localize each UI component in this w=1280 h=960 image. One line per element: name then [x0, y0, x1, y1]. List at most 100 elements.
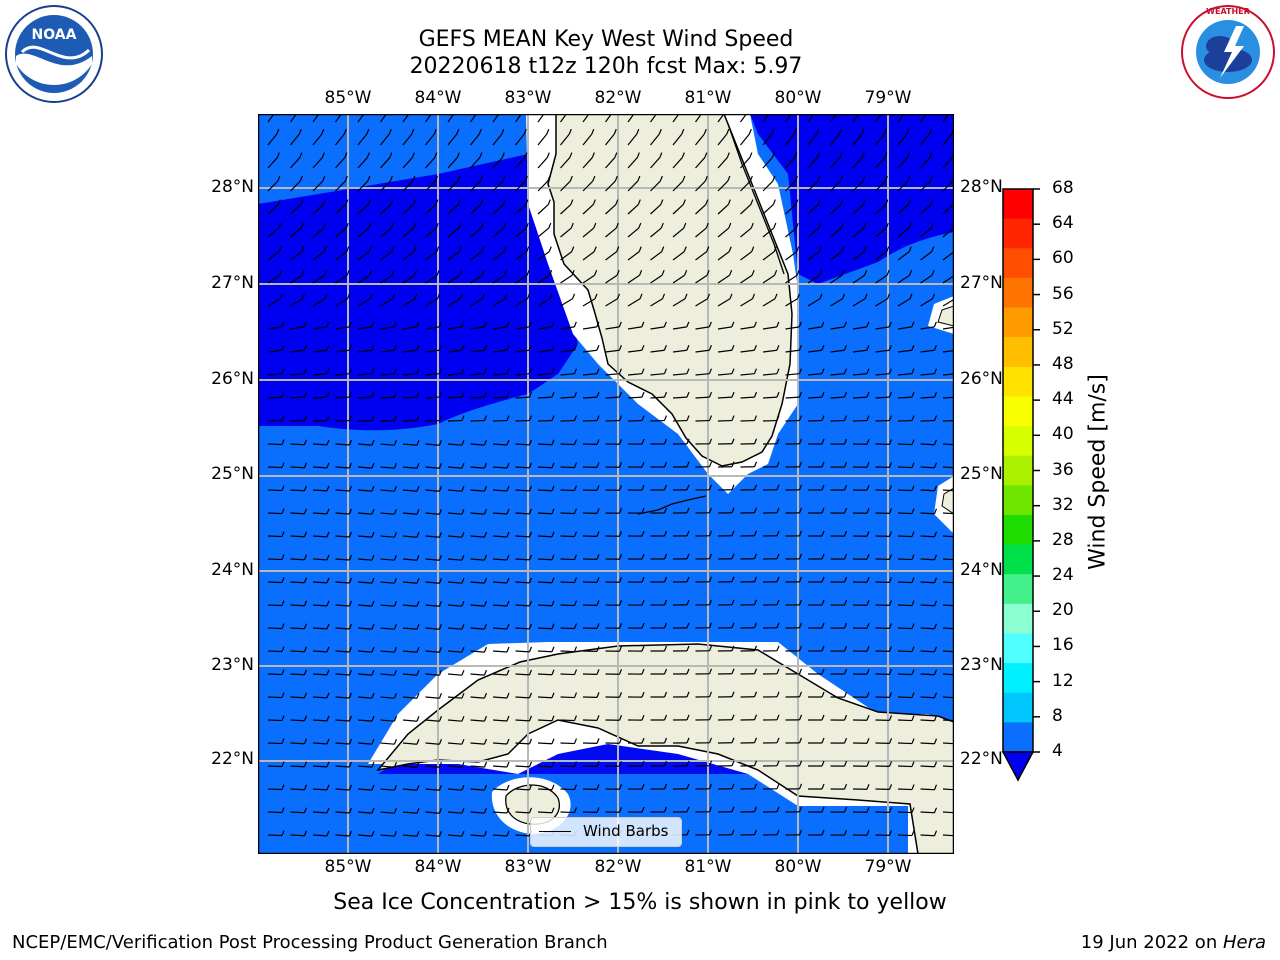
- wind-barb: [560, 742, 575, 745]
- wind-barb-flag: [506, 415, 510, 421]
- wind-barb-flag: [461, 554, 465, 561]
- wind-barb-flag: [371, 531, 375, 538]
- lat-label-left: 24°N: [211, 560, 254, 580]
- wind-barb-flag: [548, 246, 552, 252]
- wind-barb-flag: [457, 199, 461, 205]
- wind-barb-flag: [281, 669, 285, 675]
- wind-barb-flag: [885, 222, 889, 229]
- wind-barb-flag: [798, 668, 803, 675]
- wind-barb-flag: [573, 807, 578, 813]
- wind-barb-flag: [794, 152, 798, 158]
- wind-barb-flag: [821, 760, 825, 767]
- wind-barb-flag: [591, 152, 595, 158]
- wind-barb-flag: [277, 175, 281, 182]
- lon-label-top: 80°W: [774, 88, 822, 108]
- wind-barb: [492, 227, 505, 238]
- colorbar-tick-label: 68: [1052, 178, 1074, 198]
- lat-label-right: 22°N: [960, 749, 1003, 769]
- wind-barb-flag: [866, 761, 870, 767]
- wind-barb: [762, 298, 776, 307]
- wind-barb: [785, 326, 800, 330]
- wind-barb: [470, 535, 485, 538]
- wind-barb-flag: [636, 128, 640, 135]
- wind-barb: [942, 811, 954, 814]
- wind-barb-flag: [818, 246, 822, 252]
- wind-barb-flag: [933, 830, 938, 836]
- wind-barb-flag: [618, 391, 623, 398]
- wind-barb-flag: [748, 128, 752, 135]
- wind-barb-flag: [438, 439, 443, 446]
- wind-barb-flag: [686, 391, 690, 398]
- wind-barb: [470, 489, 485, 492]
- wind-barb-flag: [506, 321, 510, 328]
- wind-barb-flag: [371, 600, 375, 607]
- wind-barb-flag: [438, 830, 443, 837]
- wind-barb: [402, 512, 417, 515]
- wind-barb-flag: [506, 807, 510, 814]
- wind-barb-flag: [866, 462, 870, 468]
- wind-barb-flag: [888, 391, 893, 398]
- wind-barb: [290, 834, 305, 837]
- wind-barb-flag: [798, 760, 803, 767]
- wind-barb-flag: [866, 807, 870, 813]
- wind-barb: [312, 558, 328, 561]
- wind-barb: [785, 180, 796, 192]
- wind-barb: [335, 535, 350, 538]
- wind-barb-flag: [731, 622, 735, 628]
- wind-barb-flag: [866, 669, 870, 675]
- wind-barb: [582, 157, 593, 169]
- wind-barb-flag: [326, 807, 330, 814]
- wind-barb-flag: [594, 269, 598, 276]
- wind-barb-flag: [528, 738, 533, 745]
- wind-barb-flag: [839, 175, 843, 182]
- wind-barb: [920, 512, 935, 515]
- colorbar-segment: [1003, 366, 1033, 398]
- wind-barb: [560, 204, 572, 215]
- wind-barb-flag: [911, 485, 915, 491]
- wind-barb-flag: [928, 128, 932, 135]
- wind-barb-flag: [821, 599, 825, 606]
- wind-barb-flag: [326, 715, 330, 722]
- wind-barb-flag: [618, 415, 623, 421]
- wind-barb-flag: [281, 738, 285, 744]
- wind-barb-flag: [596, 345, 600, 351]
- wind-barb: [920, 558, 935, 561]
- footer-date-text: 19 Jun 2022 on: [1080, 932, 1223, 953]
- wind-barb: [560, 765, 575, 768]
- wind-barb-flag: [888, 646, 893, 652]
- lat-label-right: 24°N: [960, 560, 1003, 580]
- wind-barb: [312, 114, 320, 123]
- wind-barb: [380, 673, 395, 676]
- wind-barb-flag: [888, 761, 893, 767]
- wind-barb-flag: [551, 485, 555, 491]
- wind-barb-flag: [930, 199, 934, 205]
- wind-barb: [920, 227, 932, 238]
- wind-barb-flag: [526, 293, 531, 300]
- wind-barb-flag: [731, 530, 735, 536]
- wind-barb: [425, 742, 440, 745]
- chart-subtitle: 20220618 t12z 120h fcst Max: 5.97: [409, 54, 803, 79]
- wind-barb: [425, 204, 437, 215]
- wind-barb-flag: [821, 484, 825, 491]
- wind-barb-flag: [434, 152, 438, 158]
- wind-barb: [425, 180, 436, 192]
- wind-barb: [695, 227, 707, 238]
- wind-barb-flag: [682, 175, 686, 182]
- wind-barb-flag: [663, 576, 668, 583]
- wind-barb-flag: [686, 760, 690, 767]
- wind-barb: [447, 719, 463, 722]
- wind-barb-flag: [862, 175, 866, 182]
- wind-barb: [582, 114, 590, 123]
- wind-barb-flag: [661, 269, 665, 276]
- wind-barb: [605, 114, 613, 123]
- wind-barb-flag: [863, 222, 867, 229]
- wind-barb: [942, 650, 954, 653]
- wind-barb-flag: [483, 807, 488, 814]
- wind-barb-flag: [861, 128, 865, 135]
- wind-barb-flag: [888, 623, 893, 629]
- wind-barb-flag: [618, 485, 623, 491]
- wind-barb-flag: [551, 784, 555, 790]
- wind-barb-flag: [911, 669, 915, 675]
- wind-barb: [717, 204, 729, 215]
- wind-barb-flag: [776, 714, 780, 721]
